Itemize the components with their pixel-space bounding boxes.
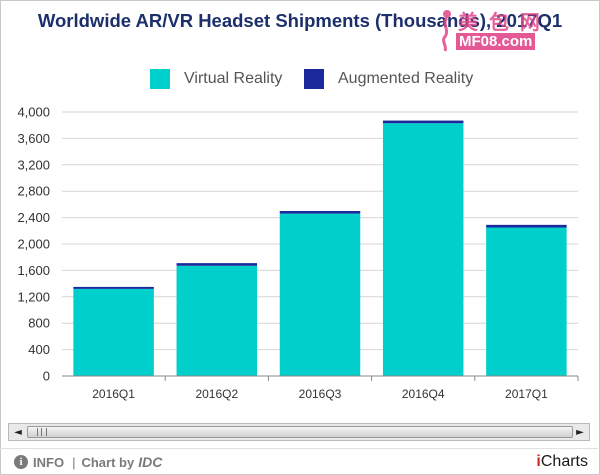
y-tick-label: 2,400: [17, 210, 50, 225]
bar-virtual-reality-2016q3[interactable]: [279, 213, 361, 376]
y-tick-label: 400: [28, 342, 50, 357]
y-axis-tick-labels: 0 400 800 1,200 1,600 2,000 2,400 2,800 3,200 3,6…: [17, 105, 50, 384]
legend-item-virtual-reality[interactable]: Virtual Reality: [150, 68, 282, 90]
bar-layer: [73, 120, 567, 377]
bar-virtual-reality-2016q2[interactable]: [176, 265, 258, 376]
info-icon[interactable]: i: [14, 455, 28, 469]
y-tick-label: 3,200: [17, 157, 50, 172]
legend-item-augmented-reality[interactable]: Augmented Reality: [304, 68, 473, 90]
scroll-grip-icon: [37, 428, 47, 436]
scroll-right-arrow-icon[interactable]: ►: [576, 426, 584, 438]
bar-virtual-reality-2017q1[interactable]: [486, 227, 567, 377]
chart-footer: i INFO | Chart by IDC iCharts: [0, 448, 598, 475]
y-tick-label: 0: [43, 369, 50, 384]
y-tick-label: 800: [28, 316, 50, 331]
legend-label-virtual-reality: Virtual Reality: [184, 70, 283, 87]
x-tick-label: 2016Q2: [195, 387, 238, 401]
bar-virtual-reality-2016q1[interactable]: [73, 288, 154, 376]
y-tick-label: 2,800: [17, 184, 50, 199]
icharts-brand-link[interactable]: iCharts: [536, 453, 588, 471]
chart-plot: 0 400 800 1,200 1,600 2,000 2,400 2,800 3,200 3,6…: [17, 105, 579, 401]
legend-label-augmented-reality: Augmented Reality: [338, 70, 474, 87]
bar-augmented-reality-2016q2[interactable]: [176, 263, 258, 266]
x-tick-label: 2016Q4: [402, 387, 445, 401]
legend-swatch-virtual-reality: [150, 69, 170, 89]
bar-augmented-reality-2017q1[interactable]: [486, 224, 567, 228]
bar-augmented-reality-2016q3[interactable]: [279, 211, 361, 214]
brand-name: Charts: [540, 453, 588, 470]
horizontal-scrollbar[interactable]: ◄ ►: [8, 423, 590, 441]
x-tick-label: 2017Q1: [505, 387, 548, 401]
bar-augmented-reality-2016q1[interactable]: [73, 286, 154, 289]
y-tick-label: 1,200: [17, 289, 50, 304]
y-tick-label: 2,000: [17, 237, 50, 252]
legend: Virtual Reality Augmented Reality: [0, 68, 600, 90]
y-tick-label: 3,600: [17, 131, 50, 146]
scroll-thumb[interactable]: [27, 426, 573, 438]
bar-augmented-reality-2016q4[interactable]: [382, 120, 464, 124]
y-tick-label: 4,000: [17, 105, 50, 120]
info-link[interactable]: INFO: [33, 454, 65, 470]
chart-title: Worldwide AR/VR Headset Shipments (Thous…: [37, 10, 563, 31]
y-tick-label: 1,600: [17, 263, 50, 278]
x-tick-label: 2016Q3: [299, 387, 342, 401]
scroll-left-arrow-icon[interactable]: ◄: [14, 426, 22, 438]
source-name: IDC: [138, 454, 163, 470]
brand-i-letter: i: [536, 453, 541, 470]
chart-by-label: Chart by: [81, 454, 135, 470]
footer-separator: |: [72, 454, 76, 470]
x-tick-label: 2016Q1: [92, 387, 135, 401]
legend-swatch-augmented-reality: [304, 69, 324, 89]
bar-virtual-reality-2016q4[interactable]: [382, 123, 464, 376]
x-axis-tick-labels: 2016Q1 2016Q2 2016Q3 2016Q4 2017Q1: [92, 376, 579, 401]
